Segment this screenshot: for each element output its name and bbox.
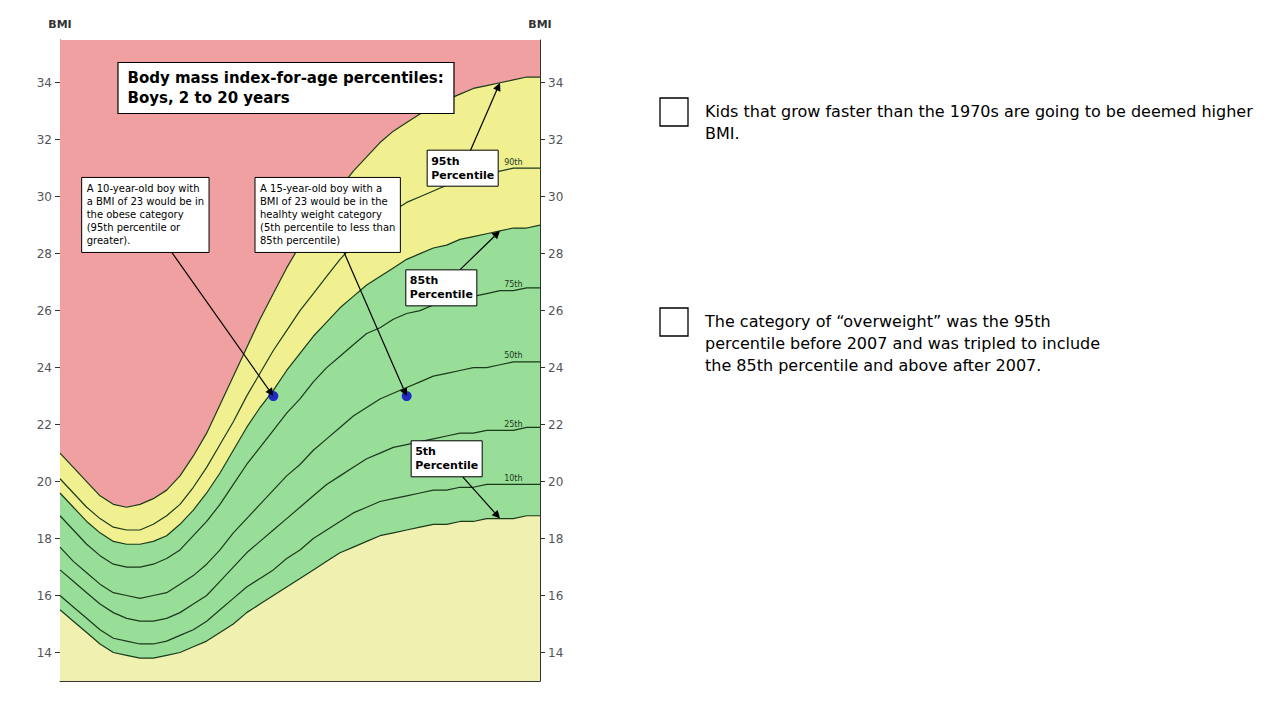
svg-text:the obese category: the obese category xyxy=(87,209,184,220)
svg-text:percentile before 2007 and was: percentile before 2007 and was tripled t… xyxy=(705,334,1100,353)
svg-text:5th: 5th xyxy=(415,445,436,458)
svg-text:A 15-year-old boy with a: A 15-year-old boy with a xyxy=(260,183,382,194)
svg-text:34: 34 xyxy=(37,76,52,90)
svg-text:18: 18 xyxy=(548,532,563,546)
svg-text:18: 18 xyxy=(37,532,52,546)
svg-text:10th: 10th xyxy=(504,474,522,483)
svg-text:14: 14 xyxy=(37,646,52,660)
svg-text:Body mass index-for-age percen: Body mass index-for-age percentiles: xyxy=(127,69,443,87)
svg-text:26: 26 xyxy=(37,304,52,318)
svg-text:30: 30 xyxy=(548,190,563,204)
svg-text:Percentile: Percentile xyxy=(410,288,473,301)
svg-text:34: 34 xyxy=(548,76,563,90)
svg-text:Kids that grow faster than the: Kids that grow faster than the 1970s are… xyxy=(705,102,1258,121)
svg-text:20: 20 xyxy=(548,475,563,489)
svg-text:16: 16 xyxy=(548,589,563,603)
svg-text:24: 24 xyxy=(548,361,563,375)
svg-text:(5th percentile to less than: (5th percentile to less than xyxy=(260,222,395,233)
svg-text:24: 24 xyxy=(37,361,52,375)
svg-text:30: 30 xyxy=(37,190,52,204)
svg-text:greater).: greater). xyxy=(87,235,131,246)
svg-text:50th: 50th xyxy=(504,351,522,360)
svg-text:25th: 25th xyxy=(504,420,522,429)
svg-text:22: 22 xyxy=(548,418,563,432)
svg-text:28: 28 xyxy=(37,247,52,261)
svg-text:85th percentile): 85th percentile) xyxy=(260,235,340,246)
svg-text:the 85th percentile and above: the 85th percentile and above after 2007… xyxy=(705,356,1041,375)
svg-text:A 10-year-old boy with: A 10-year-old boy with xyxy=(87,183,200,194)
svg-text:BMI: BMI xyxy=(528,18,551,31)
svg-text:95th: 95th xyxy=(431,155,459,168)
svg-text:Boys, 2 to 20 years: Boys, 2 to 20 years xyxy=(127,89,289,107)
svg-text:healhty weight category: healhty weight category xyxy=(260,209,382,220)
svg-text:22: 22 xyxy=(37,418,52,432)
svg-text:20: 20 xyxy=(37,475,52,489)
svg-text:32: 32 xyxy=(548,133,563,147)
svg-text:Percentile: Percentile xyxy=(431,169,494,182)
svg-text:26: 26 xyxy=(548,304,563,318)
svg-text:14: 14 xyxy=(548,646,563,660)
svg-text:85th: 85th xyxy=(410,274,438,287)
svg-text:90th: 90th xyxy=(504,158,522,167)
svg-text:(95th percentile or: (95th percentile or xyxy=(87,222,181,233)
svg-text:Percentile: Percentile xyxy=(415,459,478,472)
svg-text:16: 16 xyxy=(37,589,52,603)
svg-text:75th: 75th xyxy=(504,280,522,289)
svg-text:BMI.: BMI. xyxy=(705,124,740,143)
svg-text:BMI: BMI xyxy=(48,18,71,31)
svg-text:BMI of 23 would be in the: BMI of 23 would be in the xyxy=(260,196,388,207)
svg-text:28: 28 xyxy=(548,247,563,261)
svg-text:a BMI of 23 would be in: a BMI of 23 would be in xyxy=(87,196,204,207)
svg-text:32: 32 xyxy=(37,133,52,147)
svg-text:The category of “overweight” w: The category of “overweight” was the 95t… xyxy=(704,312,1051,331)
